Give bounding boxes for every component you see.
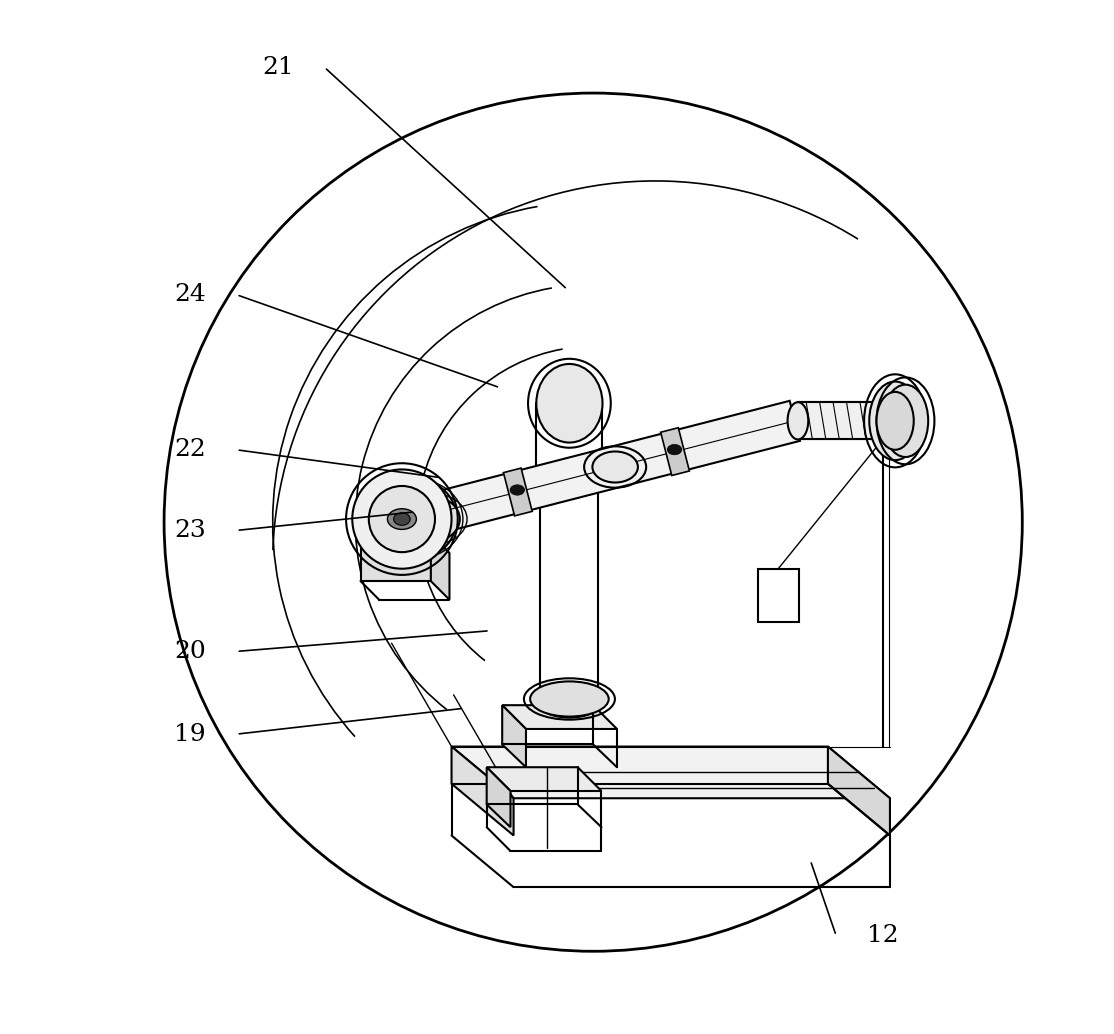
Polygon shape (361, 535, 449, 553)
Ellipse shape (882, 385, 928, 457)
Ellipse shape (593, 452, 638, 483)
Ellipse shape (402, 496, 460, 542)
Text: 24: 24 (174, 283, 206, 306)
Ellipse shape (540, 693, 598, 718)
Ellipse shape (540, 468, 598, 493)
Ellipse shape (388, 509, 417, 529)
Circle shape (164, 93, 1023, 951)
Ellipse shape (667, 445, 682, 455)
Ellipse shape (536, 364, 603, 443)
Polygon shape (828, 747, 890, 835)
Ellipse shape (877, 392, 913, 450)
Polygon shape (487, 767, 602, 791)
Ellipse shape (530, 681, 608, 717)
Polygon shape (502, 705, 617, 729)
Polygon shape (361, 535, 431, 581)
Polygon shape (504, 468, 532, 516)
Polygon shape (451, 747, 514, 835)
Text: 23: 23 (174, 519, 206, 542)
Polygon shape (416, 401, 800, 537)
Text: 20: 20 (174, 640, 206, 663)
Polygon shape (798, 402, 882, 439)
Ellipse shape (869, 382, 921, 460)
Polygon shape (502, 705, 526, 767)
Text: 22: 22 (174, 438, 206, 461)
Bar (758, 569, 799, 622)
Ellipse shape (536, 466, 603, 495)
Ellipse shape (788, 402, 809, 439)
Ellipse shape (369, 486, 434, 552)
Ellipse shape (352, 469, 451, 569)
Polygon shape (487, 767, 510, 827)
Polygon shape (431, 535, 449, 600)
Ellipse shape (393, 513, 410, 525)
Polygon shape (661, 428, 690, 476)
Ellipse shape (510, 485, 525, 495)
Polygon shape (451, 747, 890, 798)
Text: 19: 19 (174, 723, 206, 746)
Text: 21: 21 (262, 56, 294, 79)
Ellipse shape (378, 480, 457, 558)
Text: 12: 12 (867, 924, 899, 947)
